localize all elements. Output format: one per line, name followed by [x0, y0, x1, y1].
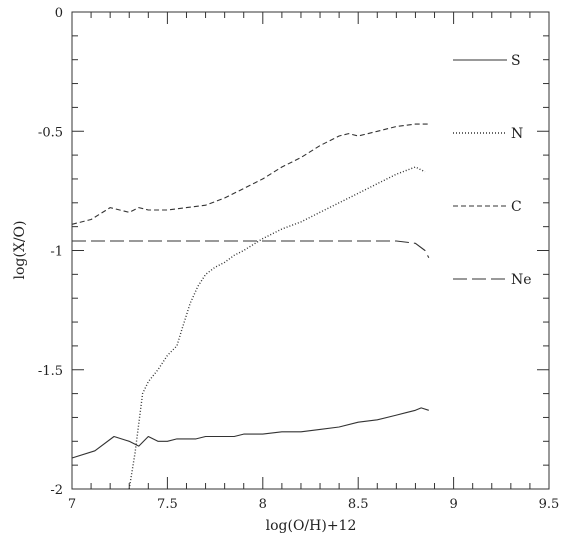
legend-label-n: N	[511, 126, 523, 142]
plot-frame	[71, 11, 550, 490]
y-tick-label: -0.5	[38, 125, 63, 140]
legend-label-ne: Ne	[511, 272, 532, 288]
legend: S N C Ne	[453, 53, 532, 288]
series-line-c	[71, 123, 429, 225]
x-axis-label: log(O/H)+12	[266, 518, 357, 534]
y-axis-label: log(X/O)	[12, 221, 28, 280]
axis-ticks: 7 7.5 8 8.5 9 9.5 0 -0.5 -1 -1.5 -2	[38, 6, 559, 512]
series-line-ne	[72, 240, 430, 258]
y-tick-label: 0	[55, 6, 63, 21]
series-line-s	[71, 407, 429, 459]
x-tick-label: 8	[259, 497, 267, 512]
y-tick-label: -1	[50, 245, 63, 260]
y-tick-label: -1.5	[38, 364, 63, 379]
series-layer	[71, 123, 430, 490]
y-tick-label: -2	[50, 483, 63, 498]
legend-label-s: S	[511, 53, 521, 69]
x-tick-label: 9	[449, 497, 457, 512]
legend-label-c: C	[511, 199, 522, 215]
x-tick-label: 7.5	[157, 497, 178, 512]
series-line-n	[128, 166, 426, 490]
x-tick-label: 7	[68, 497, 76, 512]
x-tick-label: 9.5	[539, 497, 560, 512]
x-tick-label: 8.5	[348, 497, 369, 512]
